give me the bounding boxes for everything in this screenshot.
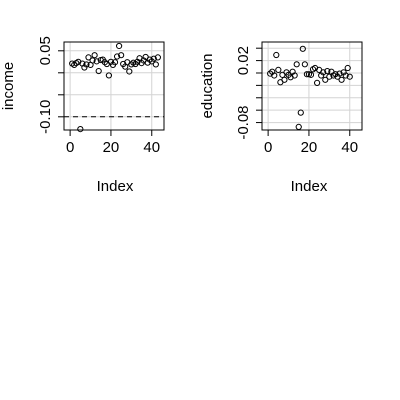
y-tick-label: -0.10	[37, 100, 54, 134]
data-point	[297, 109, 304, 116]
data-point	[326, 73, 333, 80]
income-panel: income Index 0 20 40 -0.10 0.05	[0, 36, 165, 195]
x-tick-label: 20	[103, 139, 120, 156]
data-point	[77, 126, 84, 133]
data-point	[291, 72, 298, 79]
data-point	[116, 42, 123, 50]
data-point	[126, 68, 133, 75]
data-point	[340, 69, 347, 76]
education-y-axis-label: education	[199, 53, 216, 118]
y-tick-label: 0.05	[37, 36, 54, 65]
data-point	[154, 54, 161, 61]
data-point	[307, 71, 315, 78]
data-point	[152, 61, 159, 68]
x-tick-label: 40	[143, 139, 160, 156]
plot-frame	[63, 41, 165, 131]
data-point	[105, 72, 112, 79]
data-point	[150, 55, 157, 62]
x-tick-label: 40	[341, 139, 358, 156]
plot-frame	[261, 41, 363, 131]
data-point	[293, 61, 300, 68]
data-point	[85, 54, 92, 61]
data-point	[314, 79, 321, 87]
x-tick-label: 20	[301, 139, 318, 156]
data-point	[275, 66, 282, 73]
income-y-axis-label: income	[0, 62, 17, 110]
data-point	[93, 58, 100, 65]
data-point	[118, 52, 125, 59]
data-point	[318, 72, 325, 79]
y-tick-label: -0.08	[235, 105, 252, 139]
income-x-axis-label: Index	[97, 178, 134, 195]
data-point	[281, 76, 288, 83]
data-point	[322, 76, 329, 83]
data-point	[81, 64, 88, 71]
data-point	[91, 52, 98, 59]
data-point	[342, 72, 349, 79]
education-panel: education Index 0 20 40 -0.08 0.02	[199, 41, 363, 195]
y-tick-label: 0.02	[235, 46, 252, 75]
data-point	[344, 64, 351, 72]
data-point	[295, 123, 302, 131]
data-point	[83, 61, 90, 68]
data-point	[301, 61, 308, 68]
data-point	[324, 68, 331, 75]
data-point	[346, 73, 353, 80]
data-point	[320, 69, 327, 76]
data-point	[107, 58, 115, 65]
x-tick-label: 0	[66, 139, 74, 156]
data-point	[111, 59, 119, 66]
data-point	[338, 76, 345, 83]
data-point	[336, 70, 343, 77]
data-point	[95, 67, 102, 75]
education-x-axis-label: Index	[291, 178, 328, 195]
data-point	[303, 71, 310, 78]
data-point	[299, 45, 306, 52]
data-point	[144, 59, 151, 66]
data-point	[113, 53, 121, 60]
data-point	[271, 72, 278, 79]
data-point	[273, 51, 280, 59]
x-tick-label: 0	[264, 139, 272, 156]
data-point	[89, 57, 96, 64]
data-point	[334, 73, 341, 80]
